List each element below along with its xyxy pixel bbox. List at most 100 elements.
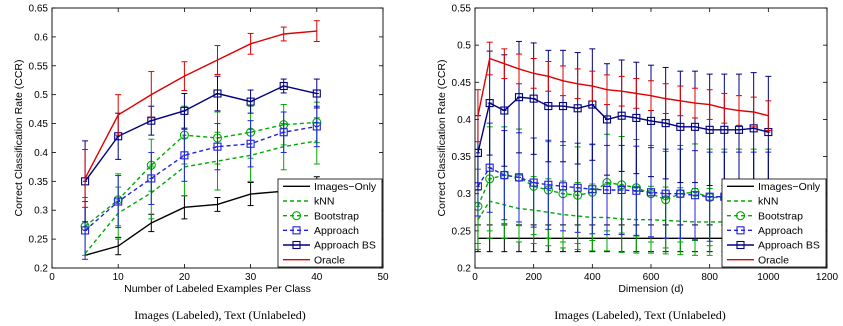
- x-tick-label: 0: [472, 272, 478, 283]
- data-point: [213, 89, 222, 98]
- y-tick-label: 0.45: [29, 119, 49, 130]
- legend: Images−Only kNN Bootstrap Approach Approach …: [277, 178, 383, 268]
- y-tick-label: 0.4: [457, 115, 471, 126]
- legend-marker: [736, 226, 745, 235]
- data-point: [676, 189, 685, 198]
- data-point: [690, 191, 700, 200]
- legend-label: Approach: [758, 225, 803, 237]
- data-point: [602, 115, 612, 124]
- data-point: [705, 125, 714, 134]
- data-point: [312, 122, 321, 131]
- series-line: [84, 125, 317, 231]
- x-tick-label: 1000: [757, 272, 780, 283]
- data-point: [180, 106, 189, 115]
- y-tick-label: 0.5: [457, 41, 471, 52]
- data-point: [246, 139, 255, 148]
- y-axis-label: Correct Classification Rate (CCR): [13, 60, 25, 217]
- x-tick-label: 1200: [816, 272, 839, 283]
- y-tick-label: 0.3: [457, 189, 471, 200]
- x-tick-label: 20: [179, 272, 191, 283]
- y-tick-label: 0.4: [34, 148, 48, 159]
- x-tick-label: 200: [525, 272, 542, 283]
- data-point: [213, 142, 222, 151]
- plot-frame: [51, 7, 384, 269]
- series-line: [84, 30, 317, 179]
- legend-label: Approach BS: [314, 240, 376, 252]
- y-tick-label: 0.3: [34, 206, 48, 217]
- data-point: [602, 185, 612, 195]
- data-point: [485, 99, 494, 108]
- series-approach-bs: [81, 75, 321, 223]
- data-point: [617, 111, 626, 120]
- data-point: [632, 113, 641, 122]
- data-point: [632, 186, 641, 195]
- plot-frame: [474, 7, 828, 269]
- series-group: [80, 20, 322, 260]
- legend-label: Approach BS: [758, 240, 820, 252]
- legend-label: Oracle: [758, 254, 789, 266]
- plot-area: 0.2 0.25 0.3 0.35 0.4 0.45 0.5 0.55 0 200 400 600 80…: [436, 4, 839, 296]
- data-point: [676, 122, 685, 131]
- legend-label: kNN: [758, 196, 778, 208]
- legend-label: Bootstrap: [758, 210, 803, 222]
- legend-label: Images−Only: [314, 181, 377, 193]
- data-point: [573, 104, 582, 113]
- data-point: [544, 180, 553, 189]
- series-line: [84, 85, 317, 182]
- x-tick-label: 800: [701, 272, 718, 283]
- data-point: [514, 173, 524, 182]
- data-point: [661, 119, 670, 128]
- legend-label: Oracle: [314, 254, 345, 266]
- legend-box: [721, 178, 827, 268]
- legend-box: [277, 178, 383, 268]
- data-point: [279, 81, 288, 91]
- data-point: [690, 122, 700, 131]
- data-point: [81, 226, 90, 235]
- data-point: [180, 151, 189, 160]
- legend-marker: [291, 211, 302, 221]
- x-axis-label: Number of Labeled Examples Per Class: [124, 283, 311, 295]
- x-tick-label: 40: [311, 272, 323, 283]
- legend-marker: [292, 226, 301, 235]
- y-axis-label: Correct Classification Rate (CCR): [436, 60, 448, 217]
- series-oracle: [475, 41, 772, 143]
- series-line: [84, 121, 317, 227]
- y-tick-label: 0.2: [34, 264, 48, 275]
- data-point: [475, 148, 482, 157]
- legend-label: Images−Only: [758, 181, 821, 193]
- y-tick-label: 0.5: [34, 90, 48, 101]
- data-point: [544, 102, 553, 111]
- data-point: [646, 188, 656, 197]
- y-tick-label: 0.6: [34, 32, 48, 43]
- data-point: [485, 163, 494, 172]
- x-tick-label: 30: [245, 272, 257, 283]
- series-line: [84, 140, 317, 254]
- legend-label: Approach: [314, 225, 359, 237]
- x-tick-label: 50: [377, 272, 389, 283]
- data-point: [588, 185, 597, 194]
- legend-marker: [292, 240, 301, 250]
- y-tick-label: 0.55: [29, 61, 49, 72]
- y-tick-label: 0.25: [452, 226, 472, 237]
- legend-label: kNN: [314, 196, 334, 208]
- legend-marker: [735, 211, 746, 221]
- data-point: [529, 94, 538, 103]
- data-point: [720, 125, 729, 134]
- caption-left: Images (Labeled), Text (Unlabeled): [134, 308, 306, 322]
- x-tick-label: 600: [643, 272, 660, 283]
- data-point: [661, 189, 670, 198]
- y-tick-label: 0.65: [29, 4, 49, 15]
- data-point: [514, 93, 524, 102]
- y-tick-label: 0.2: [457, 264, 471, 275]
- data-point: [705, 192, 714, 201]
- data-point: [646, 116, 656, 125]
- series-approach-bs: [475, 40, 773, 191]
- legend-marker: [736, 240, 745, 250]
- legend: Images−Only kNN Bootstrap Approach Approach …: [721, 178, 827, 268]
- data-point: [279, 128, 288, 137]
- x-tick-label: 400: [584, 272, 601, 283]
- y-tick-label: 0.35: [29, 177, 49, 188]
